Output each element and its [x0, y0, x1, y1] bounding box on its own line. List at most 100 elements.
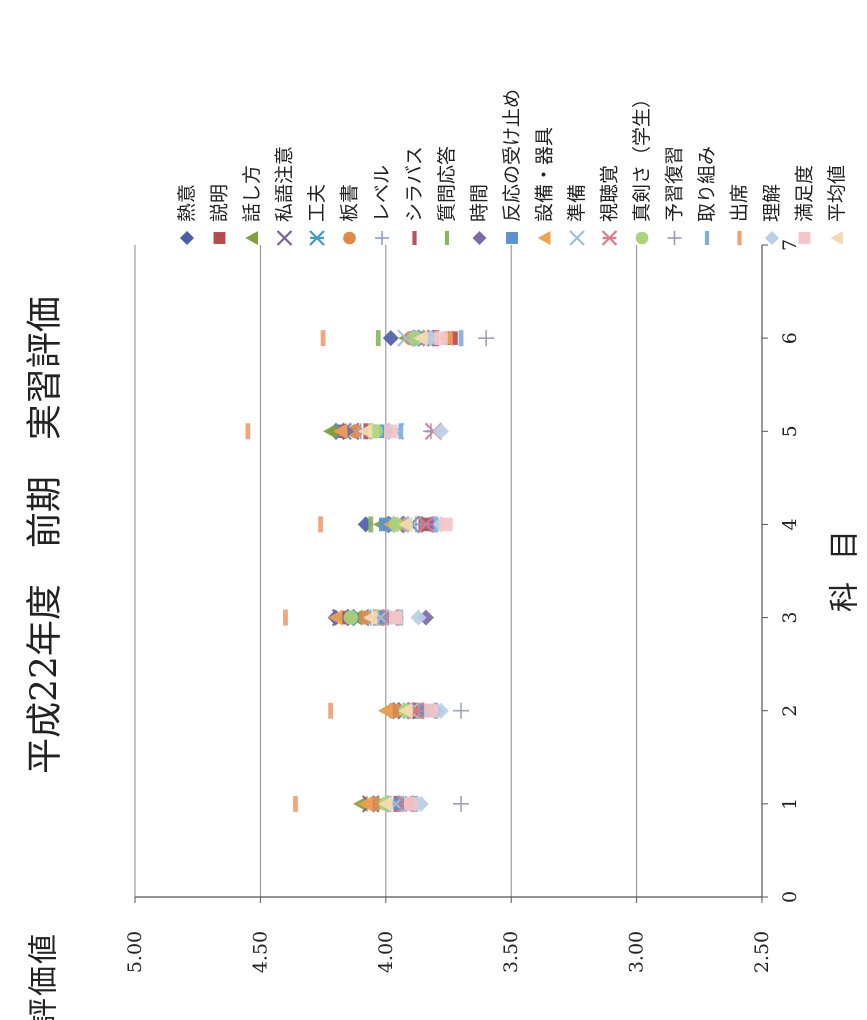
- point-series-0-5: [382, 330, 399, 347]
- point-series-19-4: [384, 424, 398, 439]
- legend-marker-18: [765, 231, 779, 245]
- x-axis-title: 科目: [828, 508, 863, 612]
- legend-marker-12: [569, 230, 585, 246]
- chart-title: 平成22年度 前期 実習評価: [25, 296, 66, 774]
- point-series-11-0: [358, 795, 373, 812]
- point-series-18-4: [432, 423, 449, 440]
- point-series-20-2: [363, 609, 378, 626]
- point-series-15-1: [453, 702, 470, 719]
- legend-label-13: 視聴覚: [599, 165, 621, 222]
- legend-label-20: 平均値: [826, 165, 848, 222]
- legend-marker-16: [704, 231, 710, 245]
- legend-marker-10: [506, 232, 518, 244]
- point-series-8-5: [375, 330, 381, 347]
- legend-marker-2: [245, 231, 258, 245]
- axes: 5.00 4.50 4.00 3.50 3.00 2.50 0 1 2 3 4 5 6 7: [124, 239, 801, 973]
- legend-marker-19: [798, 232, 811, 244]
- point-series-19-0: [404, 797, 418, 811]
- x-tick-label: 1: [779, 798, 801, 810]
- y-tick-label: 4.50: [249, 931, 271, 973]
- data-points: [245, 329, 495, 813]
- point-series-17-2: [283, 609, 288, 626]
- legend-label-17: 出席: [729, 184, 751, 222]
- point-series-8-3: [368, 516, 374, 533]
- legend-marker-1: [213, 232, 226, 244]
- y-tick-label: 3.00: [626, 931, 648, 973]
- legend: 熱意 説明 話し方 私語注意 工夫 板書 レベル シラバス 質問応答 時間 反応の受け止め 設備・器具…: [176, 89, 848, 246]
- legend-label-12: 準備: [566, 184, 588, 222]
- legend-label-18: 理解: [761, 184, 783, 222]
- legend-marker-8: [444, 231, 450, 245]
- legend-marker-0: [180, 231, 194, 245]
- point-series-17-5: [320, 330, 326, 347]
- point-series-17-1: [328, 702, 334, 719]
- point-series-15-0: [453, 795, 470, 812]
- y-tick-label: 3.50: [500, 931, 522, 973]
- point-series-11-4: [333, 423, 348, 440]
- x-tick-label: 5: [779, 425, 801, 437]
- legend-marker-5: [343, 231, 356, 245]
- point-series-15-3: [412, 516, 429, 533]
- legend-label-9: 時間: [469, 184, 491, 222]
- x-tick-label: 6: [779, 332, 801, 344]
- legend-label-16: 取り組み: [696, 146, 718, 222]
- legend-label-8: 質問応答: [436, 146, 458, 222]
- grid-lines: [134, 245, 638, 897]
- legend-label-6: レベル: [371, 165, 393, 222]
- legend-marker-17: [737, 231, 742, 245]
- point-series-2-4: [323, 423, 338, 440]
- legend-marker-14: [635, 231, 649, 245]
- legend-label-14: 真剣さ（学生）: [631, 89, 653, 222]
- chart-title-group: 平成22年度 前期 実習評価: [25, 296, 66, 774]
- point-series-19-3: [439, 517, 453, 532]
- point-series-19-5: [434, 331, 448, 345]
- point-series-20-1: [398, 702, 413, 719]
- legend-marker-13: [601, 230, 618, 246]
- y-axis-title-group: 評価値: [27, 932, 62, 1020]
- x-axis-title-group: 科目: [828, 508, 863, 612]
- point-series-19-1: [424, 703, 438, 718]
- point-series-11-2: [328, 609, 343, 626]
- point-series-19-2: [389, 610, 403, 625]
- legend-marker-7: [412, 231, 417, 245]
- point-series-18-2: [410, 609, 427, 626]
- point-series-17-0: [293, 795, 298, 812]
- point-series-20-5: [413, 330, 428, 347]
- legend-label-15: 予習復習: [664, 146, 686, 222]
- legend-marker-11: [537, 231, 551, 245]
- y-tick-label: 5.00: [124, 931, 146, 973]
- point-series-17-3: [318, 516, 323, 533]
- x-tick-label: 3: [779, 612, 801, 624]
- x-tick-label: 0: [779, 891, 801, 903]
- legend-label-7: シラバス: [404, 146, 426, 222]
- legend-label-3: 私語注意: [274, 146, 296, 222]
- y-axis-title: 評価値: [27, 932, 62, 1020]
- legend-marker-15: [667, 231, 682, 245]
- point-series-15-5: [478, 330, 495, 347]
- legend-label-19: 満足度: [794, 165, 816, 222]
- x-tick-label: 4: [779, 518, 801, 530]
- legend-label-1: 説明: [209, 184, 231, 222]
- x-tick-label: 2: [779, 705, 801, 717]
- point-series-16-5: [458, 330, 464, 347]
- legend-marker-3: [276, 230, 293, 246]
- legend-marker-9: [472, 231, 487, 245]
- y-tick-label: 4.00: [375, 931, 397, 973]
- legend-label-5: 板書: [339, 184, 361, 222]
- point-series-14-3: [388, 517, 404, 532]
- legend-marker-6: [375, 231, 389, 245]
- legend-label-2: 話し方: [241, 165, 263, 222]
- legend-label-4: 工夫: [306, 184, 328, 222]
- point-series-20-4: [358, 423, 373, 440]
- y-tick-label: 2.50: [751, 931, 773, 973]
- legend-label-10: 反応の受け止め: [501, 89, 523, 222]
- legend-label-11: 設備・器具: [534, 127, 556, 222]
- point-series-14-2: [343, 610, 358, 625]
- x-tick-label: 7: [779, 239, 801, 251]
- legend-marker-4: [309, 230, 325, 246]
- point-series-16-4: [398, 423, 404, 440]
- point-series-20-0: [378, 795, 393, 812]
- point-series-20-3: [398, 516, 413, 533]
- point-series-11-1: [378, 702, 393, 719]
